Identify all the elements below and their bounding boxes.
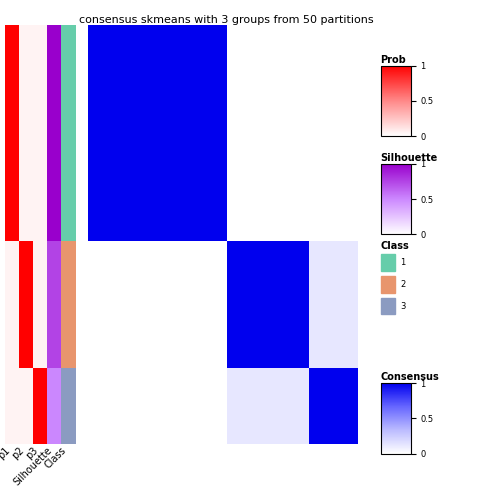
X-axis label: p1: p1 (0, 445, 12, 461)
X-axis label: Silhouette: Silhouette (12, 445, 54, 487)
X-axis label: Class: Class (43, 445, 69, 470)
Bar (381, 276, 395, 293)
X-axis label: p3: p3 (25, 445, 40, 461)
Text: Prob: Prob (381, 55, 406, 65)
Text: 2: 2 (400, 280, 405, 289)
Text: Consensus: Consensus (381, 372, 439, 382)
Text: consensus skmeans with 3 groups from 50 partitions: consensus skmeans with 3 groups from 50 … (80, 15, 374, 25)
Text: 3: 3 (400, 302, 406, 311)
X-axis label: p2: p2 (10, 445, 26, 461)
Text: 1: 1 (400, 259, 405, 268)
Bar (381, 298, 395, 314)
Bar (381, 255, 395, 271)
Text: Silhouette: Silhouette (381, 153, 438, 163)
Text: Class: Class (381, 241, 409, 251)
